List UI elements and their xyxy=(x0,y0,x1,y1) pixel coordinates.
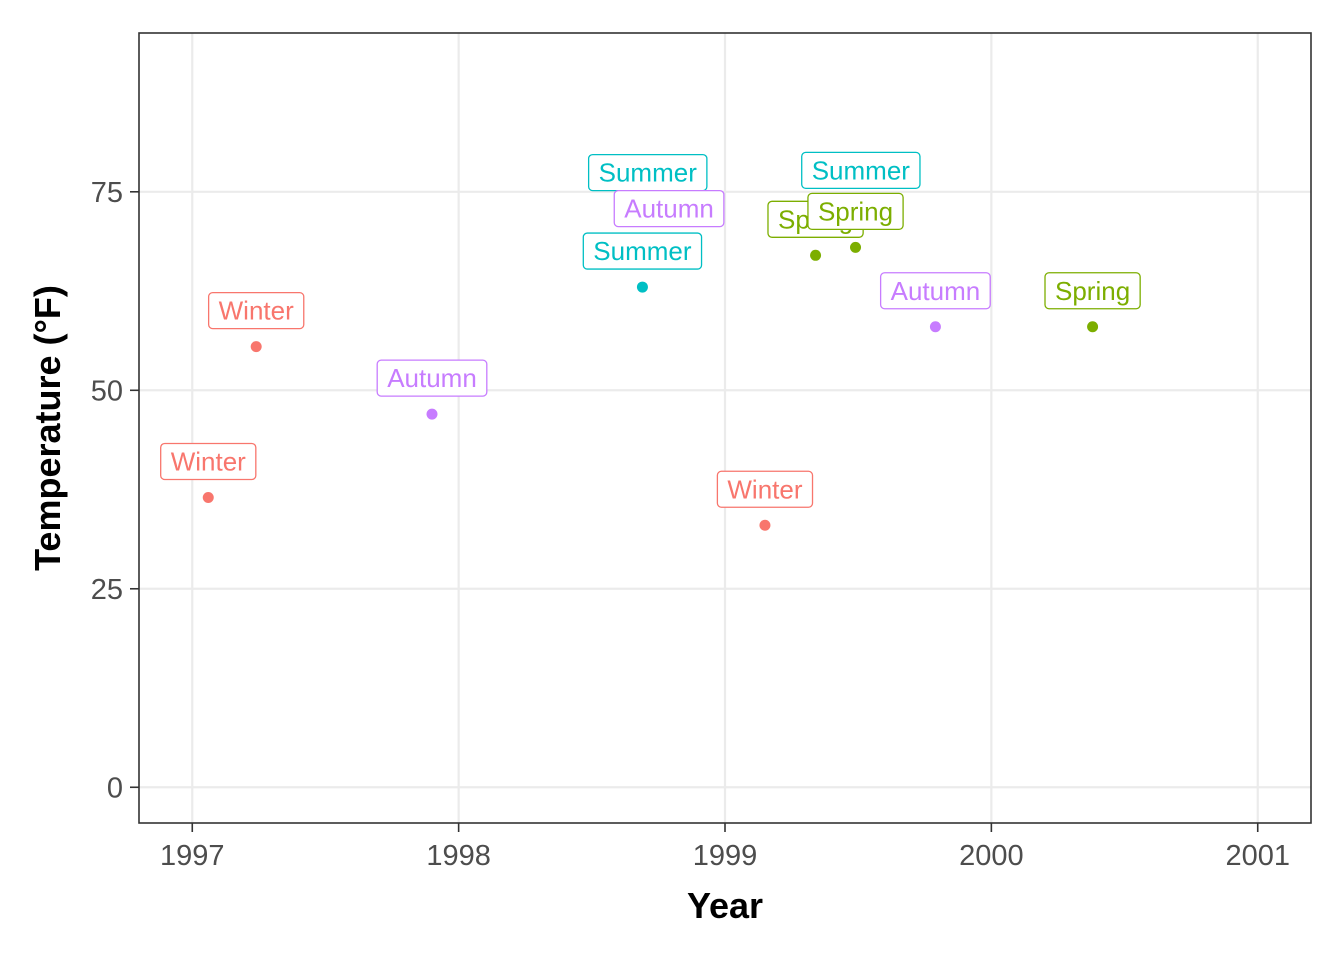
point-label-spring: Spring xyxy=(807,192,904,231)
point-label-text: Winter xyxy=(171,446,246,476)
y-tick-label: 0 xyxy=(107,772,123,804)
point-label-box xyxy=(613,189,725,228)
point-label-box xyxy=(716,470,814,508)
point-label-spring: Spring xyxy=(1044,272,1141,310)
point-label-text: Autumn xyxy=(624,194,714,224)
point-label-text: Autumn xyxy=(387,363,477,393)
point-label-text: Spring xyxy=(818,196,893,226)
point-labels: Winter Winter Autumn Summer Summer Autumn Wint… xyxy=(160,151,1141,508)
data-point-winter xyxy=(202,491,214,503)
y-tick-label: 25 xyxy=(91,574,123,606)
point-label-text: Autumn xyxy=(891,276,981,306)
x-tick-label: 1997 xyxy=(160,840,225,872)
point-label-winter: Winter xyxy=(716,470,814,508)
point-label-autumn: Autumn xyxy=(376,359,488,397)
point-label-autumn: Autumn xyxy=(613,189,725,228)
data-point-spring xyxy=(810,249,822,261)
x-axis-ticks: 1997 1998 1999 2000 2001 xyxy=(160,823,1290,872)
point-label-summer: Summer xyxy=(582,232,703,270)
point-label-text: Winter xyxy=(219,296,294,326)
x-tick-label: 1998 xyxy=(426,840,491,872)
x-tick-label: 1999 xyxy=(693,840,758,872)
data-point-autumn xyxy=(426,408,438,420)
y-tick-label: 75 xyxy=(91,177,123,209)
point-label-winter: Winter xyxy=(207,291,305,330)
data-point-spring xyxy=(850,241,862,253)
point-label-box xyxy=(807,192,904,231)
y-axis-title: Temperature (°F) xyxy=(27,285,68,571)
data-point-spring xyxy=(1087,321,1099,333)
data-point-summer xyxy=(636,281,648,293)
point-label-box xyxy=(1044,272,1141,310)
point-label-text: Summer xyxy=(812,155,911,185)
point-label-box xyxy=(207,291,305,330)
point-label-text: Winter xyxy=(727,474,802,504)
point-label-winter: Winter xyxy=(160,442,257,481)
point-label-box xyxy=(582,232,703,270)
point-label-box xyxy=(801,151,921,190)
point-label-box xyxy=(376,359,488,397)
x-tick-label: 2001 xyxy=(1225,840,1290,872)
data-point-winter xyxy=(759,519,771,531)
x-tick-label: 2000 xyxy=(959,840,1024,872)
point-label-text: Summer xyxy=(593,236,692,266)
point-label-summer: Summer xyxy=(587,153,708,192)
y-tick-label: 50 xyxy=(91,375,123,407)
point-label-summer: Summer xyxy=(801,151,921,190)
grid-lines xyxy=(139,33,1311,823)
point-label-autumn: Autumn xyxy=(879,272,991,310)
data-point-winter xyxy=(250,341,262,353)
point-label-box xyxy=(160,442,257,481)
point-label-text: Spring xyxy=(1055,276,1130,306)
point-label-text: Summer xyxy=(599,158,698,188)
x-axis-title: Year xyxy=(687,885,763,926)
data-points xyxy=(202,241,1099,531)
point-label-box xyxy=(879,272,991,310)
y-axis-ticks: 0 25 50 75 xyxy=(91,177,139,804)
data-point-autumn xyxy=(929,321,941,333)
